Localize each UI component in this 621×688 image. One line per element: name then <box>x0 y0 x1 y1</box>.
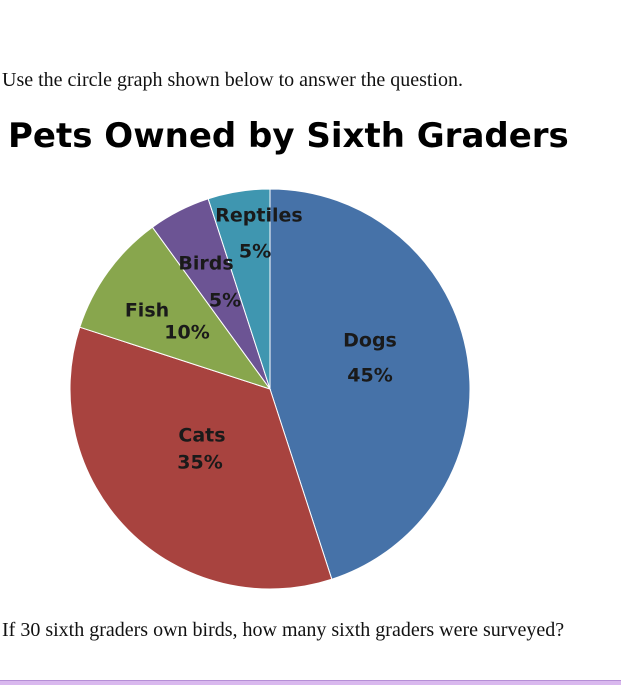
question-text: If 30 sixth graders own birds, how many … <box>2 619 565 641</box>
slice-value-fish: 10% <box>164 322 209 344</box>
pie-slice-dogs <box>269 188 471 580</box>
slice-value-dogs: 45% <box>347 365 392 387</box>
pie-slices <box>69 188 471 590</box>
chart-title: Pets Owned by Sixth Graders <box>8 116 569 156</box>
slice-label-birds: Birds <box>178 253 233 275</box>
pie-slice-cats <box>69 326 333 590</box>
slice-value-reptiles: 5% <box>239 241 271 263</box>
intro-text: Use the circle graph shown below to answ… <box>2 69 463 91</box>
slice-value-birds: 5% <box>209 290 241 312</box>
slice-label-cats: Cats <box>178 425 225 447</box>
slice-label-dogs: Dogs <box>343 330 397 352</box>
slice-label-fish: Fish <box>125 300 169 322</box>
slice-label-reptiles: Reptiles <box>215 205 302 227</box>
slice-value-cats: 35% <box>177 452 222 474</box>
pie-slice-reptiles <box>207 188 271 390</box>
pie-slice-fish <box>79 226 272 390</box>
bottom-divider <box>0 680 621 685</box>
